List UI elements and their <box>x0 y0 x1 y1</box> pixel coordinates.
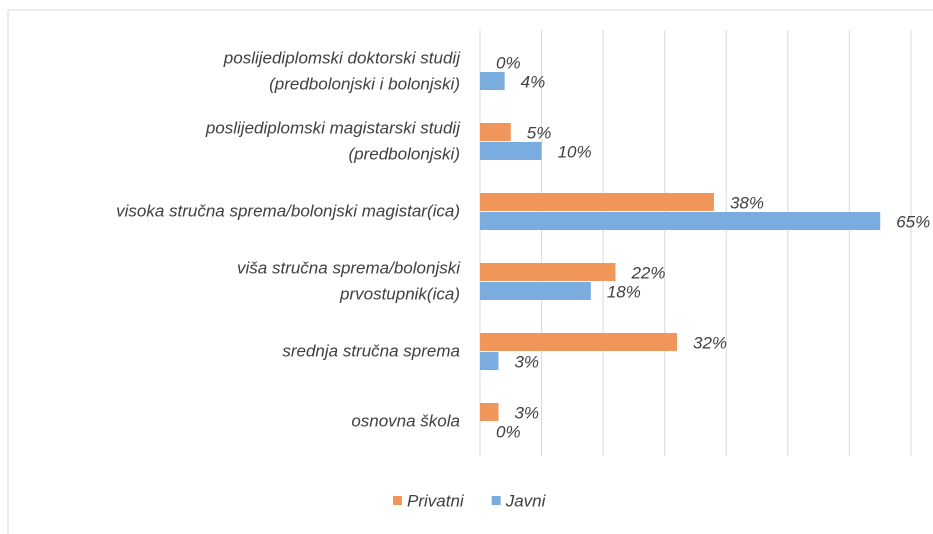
category-label: poslijediplomski doktorski studij <box>223 48 461 67</box>
bar <box>480 142 542 160</box>
value-label: 0% <box>496 422 521 441</box>
value-label: 18% <box>607 282 641 301</box>
value-label: 4% <box>521 72 546 91</box>
bar <box>480 403 499 421</box>
category-label: viša stručna sprema/bolonjski <box>237 258 461 277</box>
bar <box>480 263 616 281</box>
legend-swatch <box>491 496 501 505</box>
bar <box>480 282 591 300</box>
value-label: 0% <box>496 53 521 72</box>
value-label: 38% <box>730 193 764 212</box>
legend-label: Privatni <box>407 491 465 510</box>
value-label: 5% <box>527 123 552 142</box>
value-label: 32% <box>693 333 727 352</box>
value-label: 3% <box>514 352 539 371</box>
category-label: (predbolonjski i bolonjski) <box>269 74 460 93</box>
bar <box>480 193 714 211</box>
bar <box>480 123 511 141</box>
legend-label: Javni <box>505 491 547 510</box>
category-label: (predbolonjski) <box>349 144 461 163</box>
value-label: 10% <box>558 142 592 161</box>
legend-swatch <box>393 496 402 505</box>
category-label: prvostupnik(ica) <box>339 284 460 303</box>
bar <box>480 352 499 370</box>
category-label: poslijediplomski magistarski studij <box>205 118 461 137</box>
category-label: visoka stručna sprema/bolonjski magistar… <box>116 201 460 220</box>
value-label: 22% <box>630 263 665 282</box>
value-label: 65% <box>896 212 930 231</box>
category-label: srednja stručna sprema <box>282 341 460 360</box>
value-label: 3% <box>514 403 539 422</box>
bar <box>480 333 678 351</box>
category-label: osnovna škola <box>351 411 460 430</box>
bar <box>480 72 505 90</box>
bar <box>480 212 881 230</box>
